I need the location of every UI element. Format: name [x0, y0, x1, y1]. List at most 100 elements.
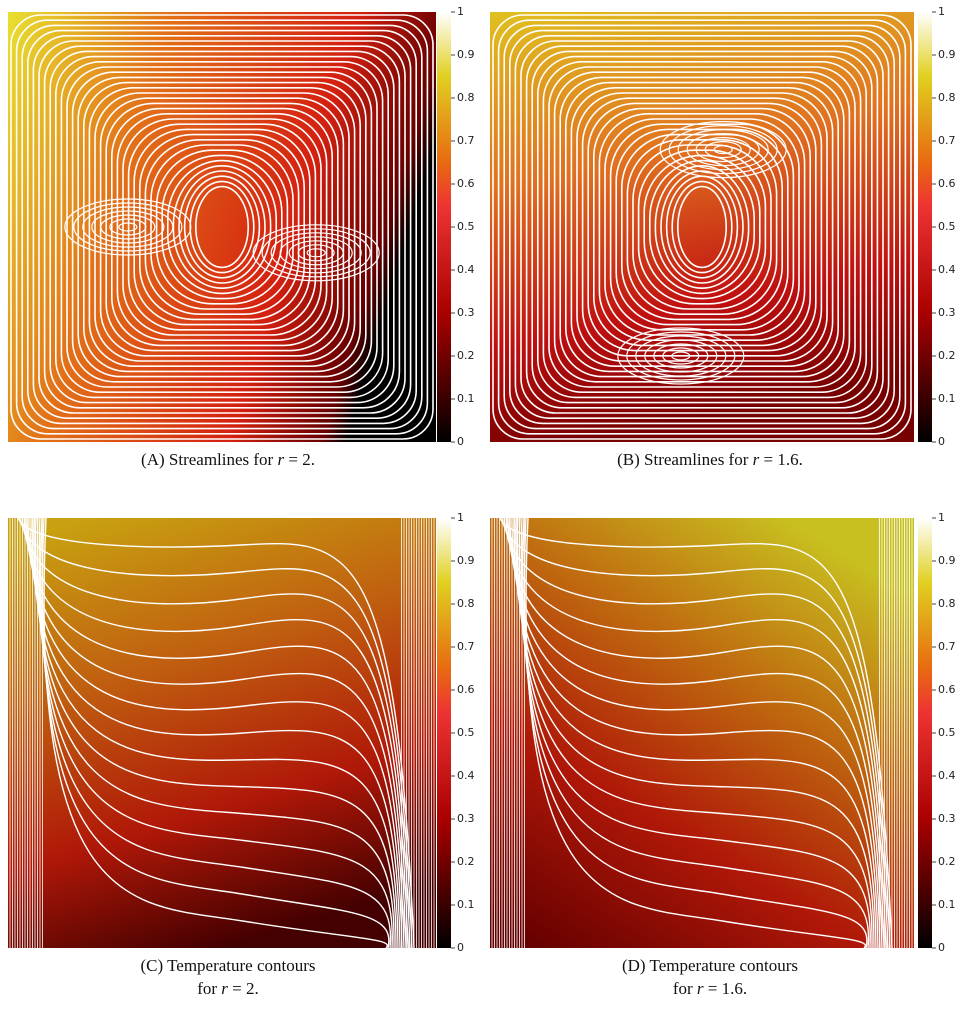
- streamline: [626, 139, 778, 315]
- colorbar-tick-label: 1: [457, 5, 464, 18]
- colorbar-tick-label: 0.8: [938, 91, 956, 104]
- colorbar-tick-label: 0.7: [938, 640, 956, 653]
- math-value: = 2.: [288, 450, 315, 469]
- plot-panel: [8, 12, 436, 442]
- colorbar-tick-label: 0.9: [938, 554, 956, 567]
- vortex: [100, 214, 156, 240]
- colorbar-tick-label: 0: [938, 435, 945, 448]
- contour: [522, 517, 870, 949]
- vortex: [288, 240, 344, 266]
- vortex: [686, 133, 760, 167]
- vortex: [671, 351, 691, 361]
- colorbar-tick-label: 0.9: [457, 48, 475, 61]
- vortex: [659, 121, 787, 179]
- math-symbol: r: [696, 979, 704, 998]
- streamline: [155, 149, 289, 305]
- streamline: [116, 113, 328, 341]
- contour: [36, 517, 395, 949]
- colorbar-tick-label: 0.1: [457, 898, 475, 911]
- caption: (B) Streamlines for r = 1.6.: [490, 448, 930, 471]
- streamline: [520, 40, 884, 414]
- streamline: [133, 128, 311, 326]
- streamline: [503, 24, 901, 430]
- streamline: [676, 185, 727, 269]
- vortex: [713, 145, 733, 155]
- colorbar-tick-label: 1: [457, 511, 464, 524]
- streamline: [43, 45, 401, 409]
- colorbar-tick-label: 0: [938, 941, 945, 954]
- contour: [40, 517, 392, 949]
- streamline: [514, 34, 890, 419]
- colorbar-tick-label: 0.7: [457, 134, 475, 147]
- vortex: [82, 206, 174, 248]
- vortex: [91, 210, 165, 244]
- panel-label: (B): [617, 450, 640, 469]
- vortex: [109, 218, 147, 236]
- streamline: [632, 144, 772, 310]
- vortex: [64, 198, 192, 256]
- math-value: = 1.6.: [763, 450, 803, 469]
- contour: [33, 517, 399, 949]
- streamline: [637, 149, 767, 305]
- streamline: [570, 87, 834, 367]
- streamline: [620, 133, 783, 321]
- contour: [520, 517, 871, 949]
- contour: [503, 517, 889, 949]
- colorbar-tick-label: 0.5: [938, 220, 956, 233]
- caption: (A) Streamlines for r = 2.: [8, 448, 448, 471]
- colorbar-tick-label: 0.3: [457, 306, 475, 319]
- colorbar-tick-label: 0.5: [457, 726, 475, 739]
- streamline: [592, 107, 811, 347]
- colorbar-tick-label: 0.1: [938, 898, 956, 911]
- contour: [507, 517, 885, 949]
- vortex: [279, 236, 353, 270]
- math-symbol: r: [752, 450, 760, 469]
- streamline: [660, 170, 744, 284]
- streamline: [553, 71, 851, 383]
- vortex: [662, 347, 700, 365]
- streamline: [161, 154, 283, 300]
- vortex: [306, 248, 326, 258]
- colorbar-tick-label: 0.2: [457, 855, 475, 868]
- contour: [511, 517, 881, 949]
- contour: [31, 517, 401, 949]
- colorbar-tick-label: 1: [938, 5, 945, 18]
- contour: [34, 517, 397, 949]
- contour: [515, 517, 877, 949]
- caption: (C) Temperature contours for r = 2.: [8, 954, 448, 1000]
- colorbar-tick-label: 0.7: [457, 640, 475, 653]
- colorbar-tick-label: 0.3: [938, 812, 956, 825]
- streamline: [139, 133, 305, 321]
- contour: [17, 517, 415, 949]
- streamline: [178, 170, 266, 284]
- streamline: [49, 50, 395, 404]
- contour: [25, 517, 407, 949]
- streamline: [15, 19, 429, 435]
- colorbar-tick-label: 0.9: [457, 554, 475, 567]
- streamline: [615, 128, 789, 326]
- colorbar-tick-label: 1: [938, 511, 945, 524]
- vortex: [668, 125, 778, 175]
- panel-label: (D): [621, 956, 646, 975]
- caption-text: Temperature contours: [649, 956, 798, 975]
- plot-field: [8, 518, 436, 948]
- colorbars: 0 0.1 0.2 0.3 0.4 0.5 0.6 0.7 0.8 0.9 1 0 0.1 0.2 0.3 0…: [437, 5, 956, 954]
- streamline: [88, 87, 356, 367]
- streamline: [94, 92, 350, 362]
- streamline: [587, 102, 817, 352]
- streamline: [83, 81, 361, 373]
- colorbar-tick-label: 0.7: [938, 134, 956, 147]
- vortex: [644, 339, 718, 373]
- streamline: [564, 81, 839, 373]
- contour: [19, 517, 413, 949]
- colorbar-tick-label: 0.4: [938, 263, 956, 276]
- contour: [525, 517, 867, 949]
- streamline: [111, 107, 333, 347]
- colorbar-tick-label: 0.4: [938, 769, 956, 782]
- streamline: [604, 118, 800, 336]
- colorbar-tick-label: 0.5: [457, 220, 475, 233]
- colorbar-tick-label: 0.6: [457, 177, 475, 190]
- colorbar-tick-label: 0.6: [938, 177, 956, 190]
